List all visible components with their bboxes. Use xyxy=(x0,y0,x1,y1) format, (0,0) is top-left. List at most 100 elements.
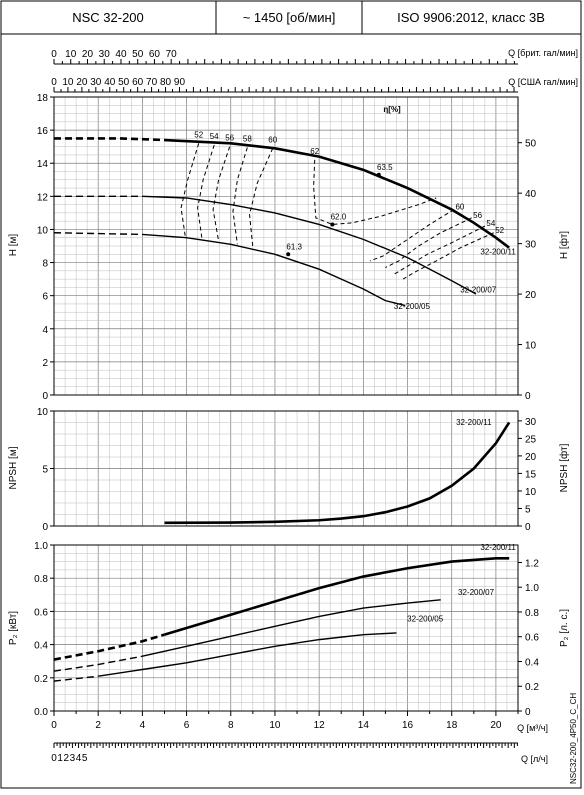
iso-efficiency-line xyxy=(197,144,215,240)
eta-label: η[%] xyxy=(383,105,401,114)
iso-efficiency-label: 56 xyxy=(473,211,482,220)
ytick-right-label: 0.2 xyxy=(525,682,539,693)
bep-point xyxy=(330,222,335,227)
iso-efficiency-label: 56 xyxy=(225,134,234,143)
ytick-left-label: 1.0 xyxy=(34,541,48,552)
header: NSC 32-200 ~ 1450 [об/мин] ISO 9906:2012… xyxy=(0,0,582,35)
ytick-left-label: 12 xyxy=(37,192,49,203)
axis-tick-label: 5 xyxy=(82,753,88,764)
ytick-right-label: 0 xyxy=(525,522,531,533)
iso-efficiency-line xyxy=(369,209,455,262)
bep-label: 61.3 xyxy=(286,242,302,251)
axis-tick-label: 10 xyxy=(269,720,281,731)
axis-tick-label: 70 xyxy=(146,77,158,88)
ytick-left-label: 0.8 xyxy=(34,574,48,585)
series-label: 32-200/11 xyxy=(456,418,492,427)
head-chart: 0 2 4 6 8 10 12 14 16 18 0 10 20 30 40 50 32-200/11 32-20… xyxy=(37,93,537,402)
iso-efficiency-label: 58 xyxy=(243,134,252,143)
ytick-right-label: 20 xyxy=(525,452,537,463)
series-line xyxy=(142,599,441,657)
axis-tick-label: 0 xyxy=(51,720,57,731)
ytick-right-label: 5 xyxy=(525,504,531,515)
iso-efficiency-line xyxy=(212,146,231,242)
npsh-ylabel-right: NPSH [фт] xyxy=(558,443,570,492)
ytick-right-label: 0 xyxy=(525,707,531,718)
header-standard: ISO 9906:2012, класс 3B xyxy=(397,10,545,25)
ytick-left-label: 10 xyxy=(37,407,49,418)
ytick-left-label: 0 xyxy=(42,391,48,402)
axis-tick-label: 80 xyxy=(160,77,172,88)
series-line xyxy=(142,195,477,295)
axis-tick-label: 90 xyxy=(174,77,186,88)
bottom1-axis-label: Q [м³/ч] xyxy=(517,723,548,733)
head-ylabel: H [м] xyxy=(8,234,19,257)
axis-tick-label: 40 xyxy=(104,77,116,88)
iso-efficiency-line xyxy=(394,225,486,275)
series-label: 32-200/11 xyxy=(480,543,516,552)
ytick-right-label: 0.6 xyxy=(525,633,539,644)
header-speed: ~ 1450 [об/мин] xyxy=(243,10,336,25)
axis-tick-label: 20 xyxy=(82,49,94,60)
ytick-left-label: 2 xyxy=(42,358,48,369)
plot-frame xyxy=(53,96,519,396)
power-ylabel: P₂ [кВт] xyxy=(8,611,19,645)
power-chart: 0.0 0.2 0.4 0.6 0.8 1.0 0 0.2 0.4 0.6 0.8 1.0 1.2 32-… xyxy=(34,541,539,718)
axis-tick-label: 8 xyxy=(228,720,234,731)
iso-efficiency-line xyxy=(385,217,472,268)
ytick-left-label: 0.2 xyxy=(34,674,48,685)
ytick-right-label: 10 xyxy=(525,341,537,352)
ytick-left-label: 6 xyxy=(42,292,48,303)
ytick-right-label: 25 xyxy=(525,434,537,445)
axis-tick-label: 16 xyxy=(402,720,414,731)
ytick-left-label: 5 xyxy=(42,465,48,476)
axis-tick-label: 0 xyxy=(51,753,57,764)
series-line xyxy=(164,556,510,636)
npsh-chart: 0 5 10 0 5 10 15 20 25 30 32-200/11 xyxy=(37,407,537,533)
axis-tick-label: 60 xyxy=(149,49,161,60)
ytick-right-label: 30 xyxy=(525,240,537,251)
axis-tick-label: 30 xyxy=(90,77,102,88)
axis-tick-label: 30 xyxy=(99,49,111,60)
top1-axis-label: Q [брит. гал/мин] xyxy=(508,48,578,58)
bep-label: 63.5 xyxy=(377,163,393,172)
axis-tick-label: 12 xyxy=(314,720,326,731)
series-label: 32-200/05 xyxy=(407,614,444,623)
series-line-dashed xyxy=(53,655,143,672)
axis-tick-label: 2 xyxy=(95,720,101,731)
iso-efficiency-line xyxy=(402,232,494,280)
ytick-right-label: 50 xyxy=(525,139,537,150)
ytick-left-label: 0.6 xyxy=(34,607,48,618)
top2-axis-label: Q [США гал/мин] xyxy=(508,77,578,87)
ytick-left-label: 0.4 xyxy=(34,641,48,652)
axis-tick-label: 10 xyxy=(65,49,77,60)
series-line xyxy=(164,421,511,525)
axis-tick-label: 0 xyxy=(51,49,57,60)
series-label: 32-200/07 xyxy=(458,588,495,597)
npsh-ylabel: NPSH [м] xyxy=(8,446,19,489)
series-line xyxy=(142,233,406,307)
ytick-right-label: 30 xyxy=(525,417,537,428)
power-ylabel-right: P₂ [л. с.] xyxy=(559,609,570,647)
iso-efficiency-label: 60 xyxy=(268,135,277,144)
axis-tick-label: 3 xyxy=(70,753,76,764)
ytick-right-label: 1.0 xyxy=(525,583,539,594)
axis-tick-label: 0 xyxy=(51,77,57,88)
header-model: NSC 32-200 xyxy=(72,10,144,25)
ytick-right-label: 1.2 xyxy=(525,558,539,569)
axis-tick-label: 4 xyxy=(76,753,82,764)
axis-tick-label: 1 xyxy=(57,753,63,764)
ytick-left-label: 4 xyxy=(42,325,48,336)
iso-efficiency-label: 54 xyxy=(210,132,219,141)
series-label: 32-200/11 xyxy=(480,247,516,256)
ytick-right-label: 0.4 xyxy=(525,657,539,668)
series-label: 32-200/05 xyxy=(394,302,431,311)
ytick-right-label: 10 xyxy=(525,487,537,498)
series-line-dashed xyxy=(53,633,165,661)
ytick-left-label: 14 xyxy=(37,159,49,170)
axis-tick-label: 6 xyxy=(184,720,190,731)
series-line xyxy=(164,138,510,249)
axis-tick-label: 4 xyxy=(140,720,146,731)
axis-tick-label: 14 xyxy=(358,720,370,731)
iso-efficiency-label: 52 xyxy=(194,130,203,139)
iso-efficiency-label: 54 xyxy=(486,219,495,228)
